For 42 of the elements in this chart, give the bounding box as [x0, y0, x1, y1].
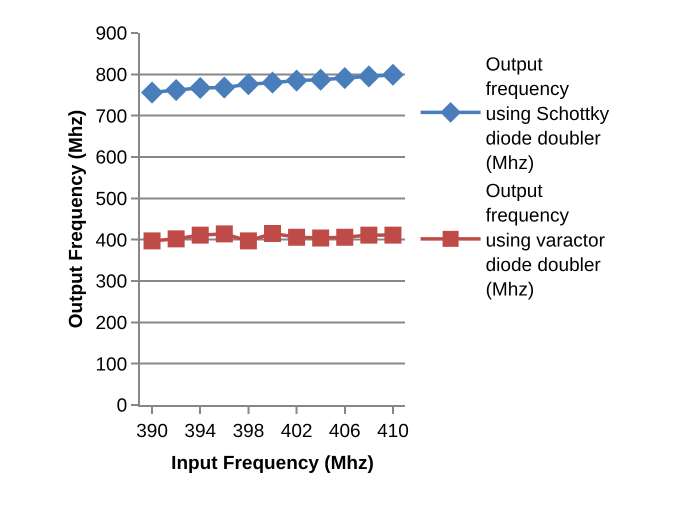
- point: [261, 72, 284, 94]
- legend-label: Output frequency using Schottky diode doubler (Mhz): [486, 54, 610, 174]
- point: [237, 73, 260, 96]
- point: [240, 232, 257, 250]
- x-tick-label: 398: [232, 420, 264, 442]
- y-tick-label: 300: [95, 272, 128, 293]
- point: [358, 65, 380, 88]
- point: [336, 228, 354, 246]
- x-tick-label: 390: [136, 420, 168, 442]
- point: [264, 224, 281, 242]
- point: [141, 81, 164, 104]
- y-tick-label: 900: [95, 24, 128, 45]
- point: [144, 232, 161, 250]
- y-tick-label: 700: [95, 106, 128, 128]
- y-tick-label: 600: [95, 148, 128, 169]
- point: [310, 68, 332, 91]
- point: [360, 226, 378, 244]
- point: [382, 64, 404, 86]
- y-tick-label: 400: [95, 230, 128, 252]
- x-axis-title: Input Frequency (Mhz): [171, 453, 374, 474]
- point: [168, 230, 185, 248]
- y-tick-label: 800: [95, 64, 128, 86]
- y-axis-title: Output Frequency (Mhz): [66, 110, 87, 328]
- point: [334, 67, 356, 90]
- y-tick-label: 500: [95, 188, 128, 210]
- x-tick-label: 406: [328, 420, 361, 442]
- point: [213, 76, 236, 99]
- point: [165, 78, 188, 102]
- y-tick-label: 200: [95, 312, 128, 334]
- point: [216, 225, 233, 242]
- y-tick-label: 100: [95, 354, 128, 376]
- x-tick-label: 394: [184, 420, 217, 442]
- legend-label: Output frequency using varactor diode doubler (Mhz): [486, 180, 606, 301]
- y-tick-label: 0: [116, 396, 128, 417]
- point: [384, 226, 402, 244]
- point: [288, 228, 306, 246]
- point: [189, 76, 212, 100]
- point: [192, 226, 209, 244]
- point: [312, 230, 330, 247]
- point: [286, 69, 308, 92]
- x-tick-label: 402: [280, 420, 312, 442]
- x-tick-label: 410: [377, 420, 409, 442]
